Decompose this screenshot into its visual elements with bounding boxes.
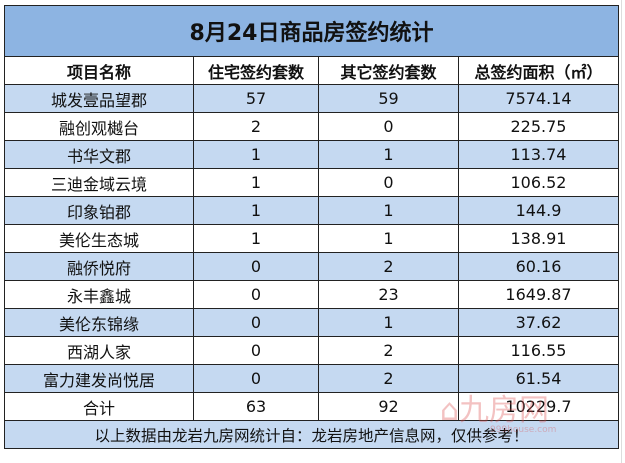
table-row: 富力建发尚悦居 0 2 61.54	[4, 364, 619, 393]
header-residential: 住宅签约套数	[193, 56, 319, 85]
residential-count: 63	[193, 392, 319, 421]
footer-note: 以上数据由龙岩九房网统计自：龙岩房地产信息网，仅供参考！	[4, 420, 619, 449]
project-name: 印象铂郡	[4, 196, 194, 225]
table-row: 融侨悦府 0 2 60.16	[4, 252, 619, 281]
table-row: 西湖人家 0 2 116.55	[4, 336, 619, 365]
other-count: 1	[318, 308, 459, 337]
title-row: 8月24日商品房签约统计	[4, 5, 619, 57]
header-other: 其它签约套数	[318, 56, 459, 85]
other-count: 0	[318, 112, 459, 141]
other-count: 0	[318, 168, 459, 197]
other-count: 2	[318, 336, 459, 365]
total-area: 61.54	[458, 364, 619, 393]
total-row: 合计 63 92 10229.7	[4, 392, 619, 421]
footer-row: 以上数据由龙岩九房网统计自：龙岩房地产信息网，仅供参考！	[4, 420, 619, 449]
residential-count: 0	[193, 336, 319, 365]
project-name: 书华文郡	[4, 140, 194, 169]
table-row: 城发壹品望郡 57 59 7574.14	[4, 84, 619, 113]
residential-count: 57	[193, 84, 319, 113]
other-count: 23	[318, 280, 459, 309]
residential-count: 1	[193, 224, 319, 253]
project-name: 永丰鑫城	[4, 280, 194, 309]
residential-count: 1	[193, 140, 319, 169]
residential-count: 0	[193, 280, 319, 309]
total-area: 116.55	[458, 336, 619, 365]
table-row: 融创观樾台 2 0 225.75	[4, 112, 619, 141]
total-area: 60.16	[458, 252, 619, 281]
project-name: 融创观樾台	[4, 112, 194, 141]
total-area: 10229.7	[458, 392, 619, 421]
total-area: 144.9	[458, 196, 619, 225]
table-row: 美伦生态城 1 1 138.91	[4, 224, 619, 253]
project-name: 美伦东锦缘	[4, 308, 194, 337]
total-area: 113.74	[458, 140, 619, 169]
header-project: 项目名称	[4, 56, 194, 85]
table-row: 美伦东锦缘 0 1 37.62	[4, 308, 619, 337]
total-area: 138.91	[458, 224, 619, 253]
other-count: 1	[318, 140, 459, 169]
project-name: 城发壹品望郡	[4, 84, 194, 113]
project-name: 三迪金域云境	[4, 168, 194, 197]
table-row: 三迪金域云境 1 0 106.52	[4, 168, 619, 197]
header-area: 总签约面积（㎡）	[458, 56, 619, 85]
project-name: 富力建发尚悦居	[4, 364, 194, 393]
project-name: 合计	[4, 392, 194, 421]
project-name: 融侨悦府	[4, 252, 194, 281]
table-title: 8月24日商品房签约统计	[4, 5, 619, 57]
total-area: 37.62	[458, 308, 619, 337]
other-count: 2	[318, 364, 459, 393]
total-area: 1649.87	[458, 280, 619, 309]
project-name: 美伦生态城	[4, 224, 194, 253]
sheet-gridline	[621, 0, 622, 463]
table-row: 书华文郡 1 1 113.74	[4, 140, 619, 169]
project-name: 西湖人家	[4, 336, 194, 365]
total-area: 225.75	[458, 112, 619, 141]
residential-count: 0	[193, 308, 319, 337]
other-count: 1	[318, 196, 459, 225]
residential-count: 2	[193, 112, 319, 141]
header-row: 项目名称 住宅签约套数 其它签约套数 总签约面积（㎡）	[4, 56, 619, 85]
residential-count: 1	[193, 168, 319, 197]
other-count: 2	[318, 252, 459, 281]
other-count: 1	[318, 224, 459, 253]
total-area: 7574.14	[458, 84, 619, 113]
other-count: 59	[318, 84, 459, 113]
table-row: 印象铂郡 1 1 144.9	[4, 196, 619, 225]
residential-count: 1	[193, 196, 319, 225]
sales-table: 8月24日商品房签约统计 项目名称 住宅签约套数 其它签约套数 总签约面积（㎡）…	[4, 5, 619, 449]
other-count: 92	[318, 392, 459, 421]
residential-count: 0	[193, 252, 319, 281]
residential-count: 0	[193, 364, 319, 393]
total-area: 106.52	[458, 168, 619, 197]
table-row: 永丰鑫城 0 23 1649.87	[4, 280, 619, 309]
